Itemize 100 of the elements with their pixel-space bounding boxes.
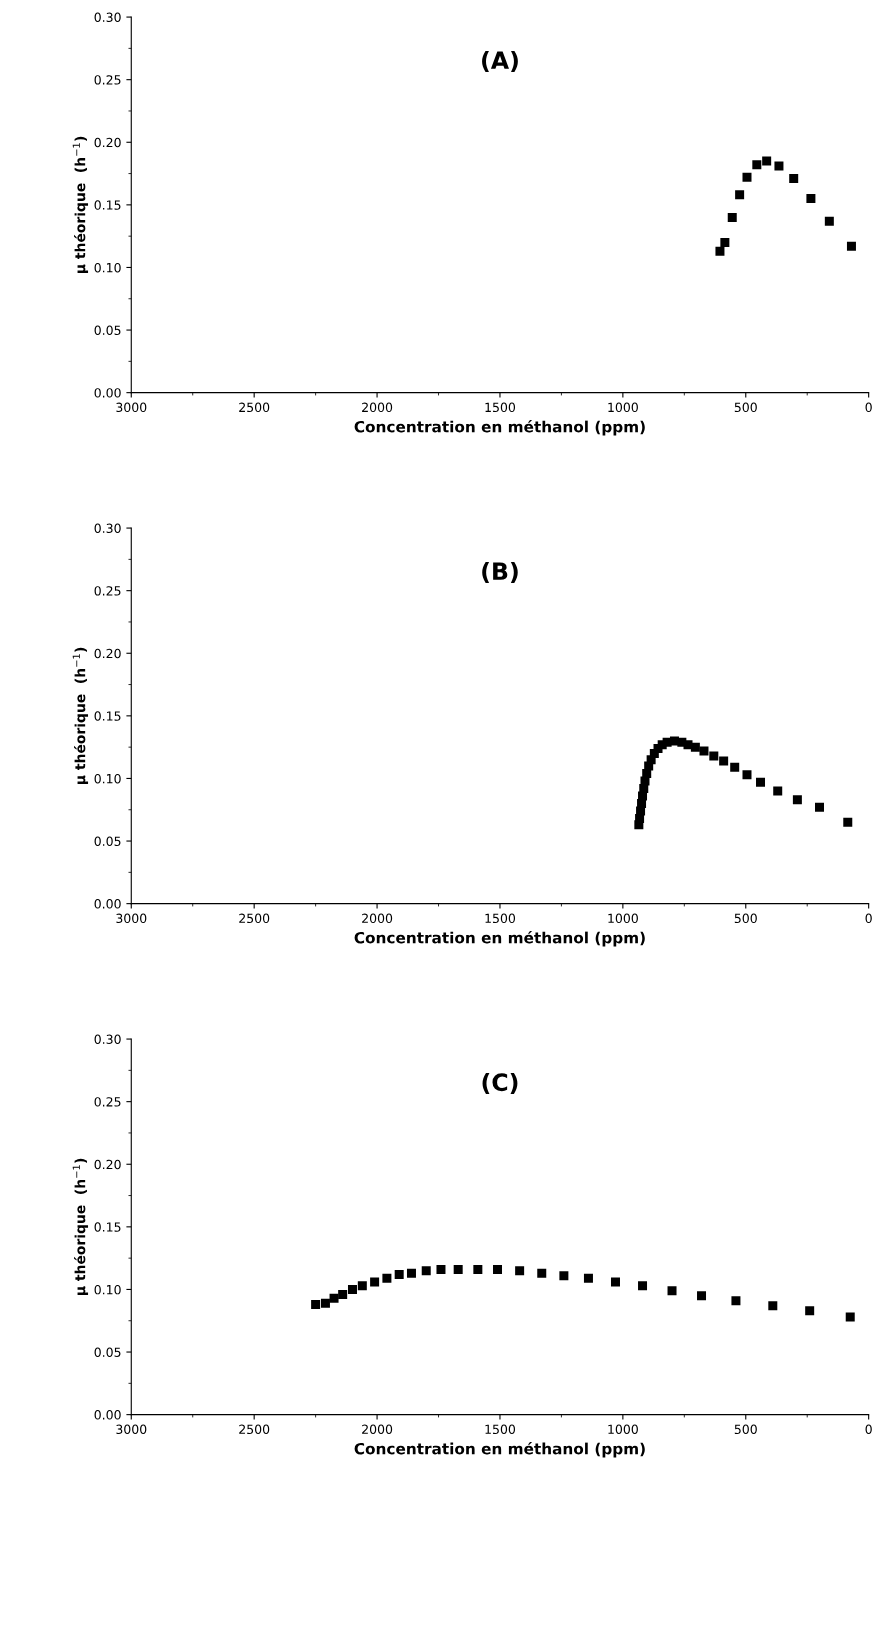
point bbox=[329, 1293, 339, 1303]
y-tick-label: 0.20 bbox=[94, 648, 121, 659]
y-tick-label: 0.05 bbox=[94, 836, 121, 846]
x-tick-label: 0 bbox=[865, 913, 872, 924]
point bbox=[559, 1271, 569, 1281]
point bbox=[824, 216, 834, 226]
point bbox=[537, 1268, 547, 1278]
point bbox=[667, 1286, 677, 1296]
point bbox=[773, 786, 783, 796]
point bbox=[473, 1264, 483, 1274]
point bbox=[436, 1264, 446, 1274]
x-tick-label: 1000 bbox=[608, 913, 638, 924]
y-axis-title: µ théorique (h$^{−1}$) bbox=[72, 647, 89, 784]
point bbox=[742, 172, 752, 182]
y-tick-label: 0.25 bbox=[94, 1097, 121, 1107]
point bbox=[699, 746, 709, 756]
point bbox=[406, 1268, 416, 1278]
point bbox=[735, 190, 745, 200]
point bbox=[357, 1281, 367, 1291]
point bbox=[731, 1296, 741, 1306]
x-tick-label: 1000 bbox=[608, 402, 638, 413]
point bbox=[320, 1298, 330, 1308]
y-axis-title: µ théorique (h$^{−1}$) bbox=[72, 1158, 89, 1295]
y-tick-label: 0.30 bbox=[94, 12, 121, 22]
x-tick-label: 2500 bbox=[239, 402, 270, 413]
point bbox=[845, 1312, 855, 1322]
point bbox=[756, 777, 766, 787]
point bbox=[347, 1284, 357, 1294]
x-tick-label: 1000 bbox=[608, 1424, 638, 1435]
point bbox=[792, 795, 802, 805]
y-tick-label: 0.30 bbox=[94, 1034, 121, 1044]
x-tick-label: 3000 bbox=[116, 913, 147, 924]
y-tick-label: 0.25 bbox=[94, 586, 121, 596]
text: (B) bbox=[482, 561, 518, 583]
y-tick-label: 0.20 bbox=[94, 137, 121, 148]
point bbox=[846, 241, 856, 251]
point bbox=[515, 1266, 525, 1276]
point bbox=[394, 1269, 404, 1279]
x-tick-label: 2500 bbox=[239, 913, 270, 924]
x-tick-label: 500 bbox=[734, 402, 757, 413]
x-tick-label: 2000 bbox=[362, 913, 393, 924]
y-tick-label: 0.05 bbox=[94, 1347, 121, 1357]
x-tick-label: 2000 bbox=[362, 402, 393, 413]
point bbox=[727, 212, 737, 222]
x-axis-title: Concentration en méthanol (ppm) bbox=[354, 1442, 645, 1458]
point bbox=[642, 768, 652, 778]
y-axis-title: µ théorique (h$^{−1}$) bbox=[72, 136, 89, 273]
point bbox=[636, 806, 646, 816]
x-axis-title: Concentration en méthanol (ppm) bbox=[354, 931, 645, 947]
point bbox=[774, 161, 784, 171]
x-tick-label: 3000 bbox=[116, 1424, 147, 1435]
point bbox=[453, 1264, 463, 1274]
x-tick-label: 1500 bbox=[485, 1424, 516, 1435]
y-tick-label: 0.00 bbox=[94, 1410, 121, 1420]
x-tick-label: 500 bbox=[734, 913, 757, 924]
x-tick-label: 3000 bbox=[116, 402, 147, 413]
point bbox=[610, 1277, 620, 1287]
x-axis-title: Concentration en méthanol (ppm) bbox=[354, 420, 645, 436]
point bbox=[752, 160, 762, 170]
y-tick-label: 0.15 bbox=[94, 711, 121, 721]
x-tick-label: 1500 bbox=[485, 913, 516, 924]
y-tick-label: 0.10 bbox=[94, 1284, 121, 1295]
text: (A) bbox=[482, 50, 518, 72]
point bbox=[637, 798, 647, 808]
point bbox=[742, 770, 752, 780]
point bbox=[805, 1306, 815, 1316]
text: (C) bbox=[482, 1072, 518, 1094]
point bbox=[720, 237, 730, 247]
y-tick-label: 0.15 bbox=[94, 200, 121, 210]
point bbox=[382, 1273, 392, 1283]
y-tick-label: 0.00 bbox=[94, 388, 121, 398]
x-tick-label: 2000 bbox=[362, 1424, 393, 1435]
point bbox=[311, 1299, 321, 1309]
point bbox=[690, 742, 700, 752]
point bbox=[768, 1301, 778, 1311]
point bbox=[370, 1277, 380, 1287]
x-tick-label: 0 bbox=[865, 1424, 872, 1435]
y-tick-label: 0.05 bbox=[94, 325, 121, 335]
x-tick-label: 2500 bbox=[239, 1424, 270, 1435]
point bbox=[730, 762, 740, 772]
y-tick-label: 0.00 bbox=[94, 899, 121, 909]
point bbox=[806, 194, 816, 204]
x-tick-label: 500 bbox=[734, 1424, 757, 1435]
point bbox=[697, 1291, 707, 1301]
x-tick-label: 1500 bbox=[485, 402, 516, 413]
point bbox=[815, 802, 825, 812]
y-tick-label: 0.25 bbox=[94, 75, 121, 85]
y-tick-label: 0.10 bbox=[94, 773, 121, 784]
y-tick-label: 0.30 bbox=[94, 523, 121, 533]
point bbox=[762, 156, 772, 166]
y-tick-label: 0.10 bbox=[94, 262, 121, 273]
point bbox=[843, 817, 853, 827]
point bbox=[493, 1264, 503, 1274]
point bbox=[638, 1281, 648, 1291]
point bbox=[719, 756, 729, 766]
point bbox=[583, 1273, 593, 1283]
point bbox=[338, 1289, 348, 1299]
x-tick-label: 0 bbox=[865, 402, 872, 413]
point bbox=[421, 1266, 431, 1276]
point bbox=[715, 246, 725, 256]
